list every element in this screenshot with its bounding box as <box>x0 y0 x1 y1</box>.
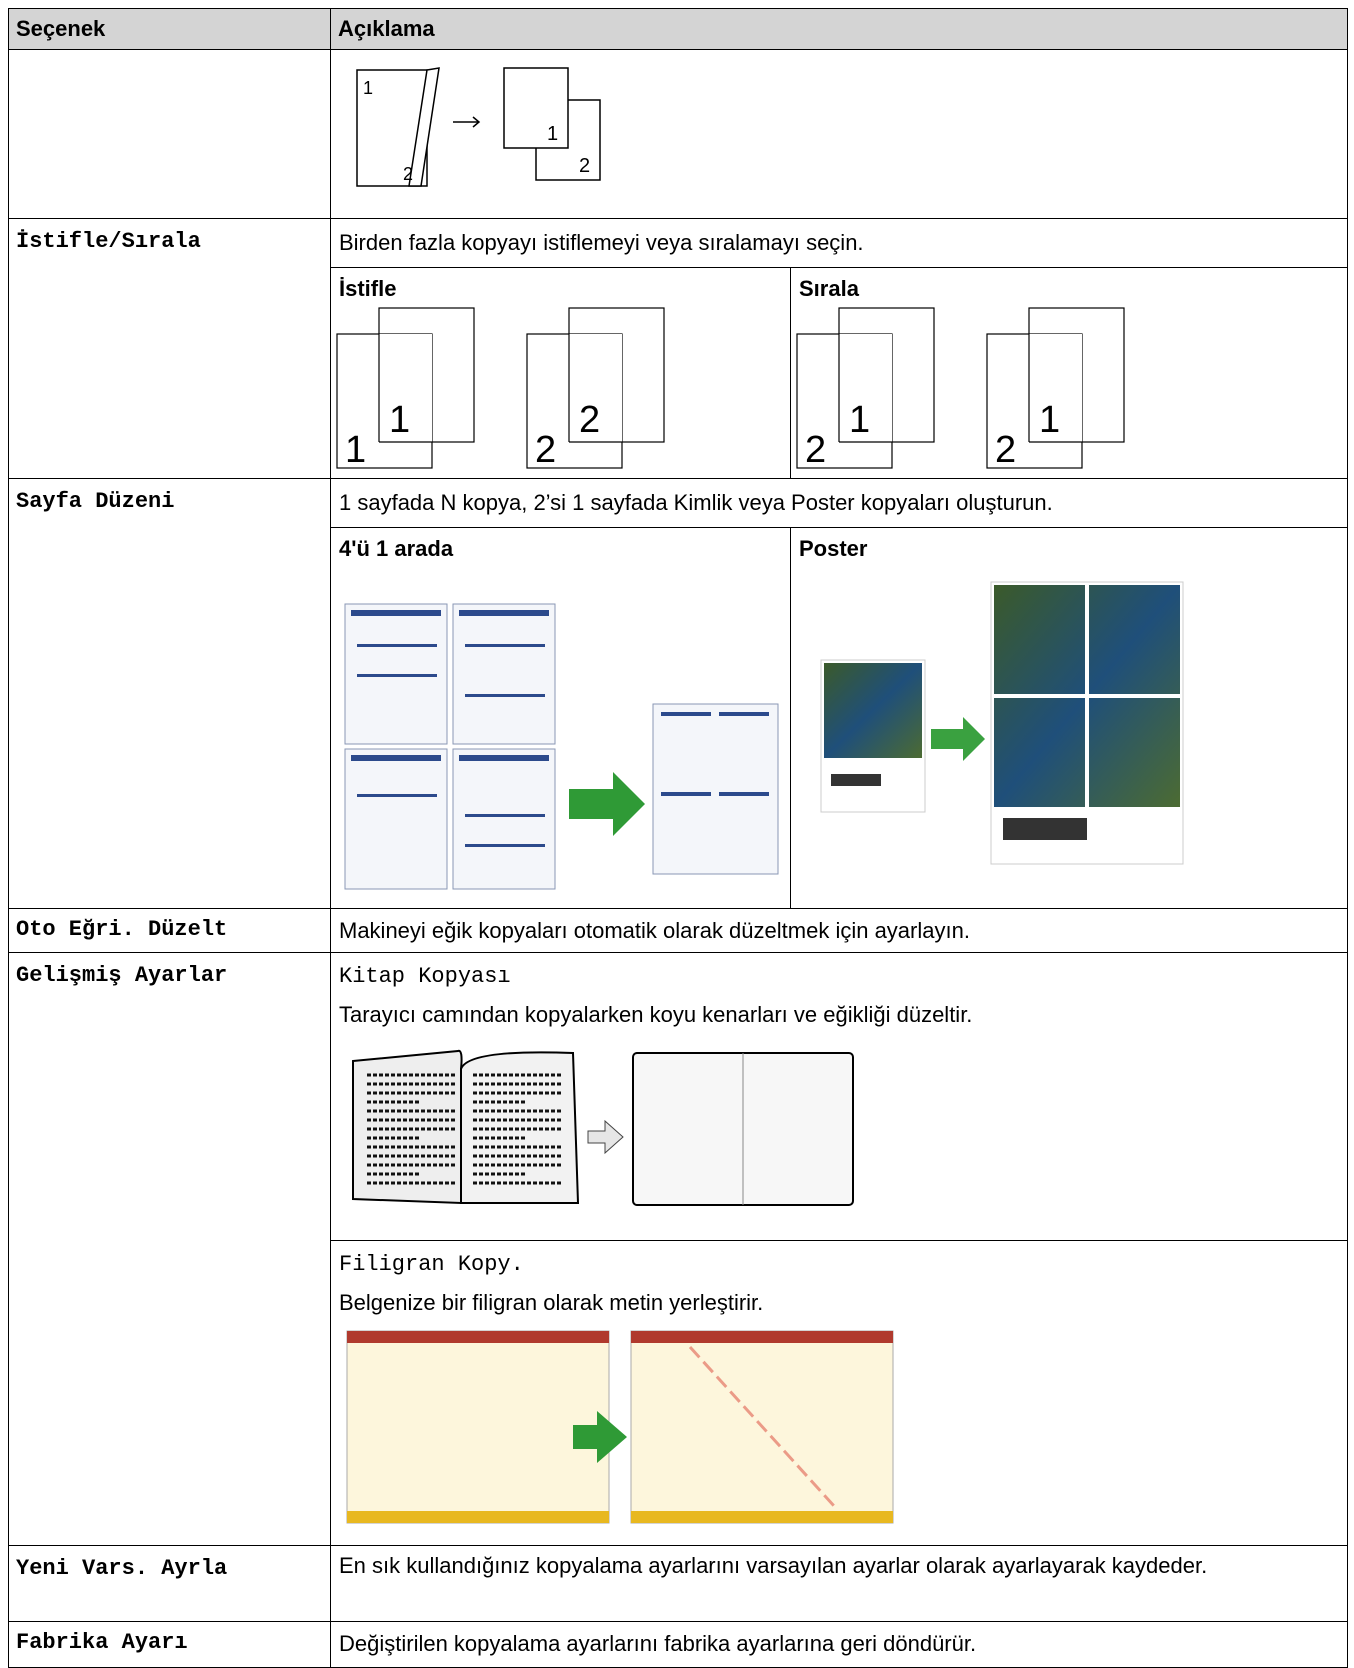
row: 1 2 1 2 <box>8 49 1348 219</box>
page-number: 1 <box>849 399 870 441</box>
page-number: 1 <box>389 399 410 441</box>
sub-table: 4'ü 1 arada Poster <box>331 527 1347 908</box>
row: Gelişmiş Ayarlar Kitap Kopyası Tarayıcı … <box>8 952 1348 1546</box>
description-cell: Makineyi eğik kopyaları otomatik olarak … <box>330 908 1348 953</box>
option-cell: Sayfa Düzeni <box>8 478 331 909</box>
page-number: 2 <box>579 399 600 441</box>
page <box>379 334 432 442</box>
header-cell: Seçenek <box>8 8 331 50</box>
option-cell: Gelişmiş Ayarlar <box>8 952 331 1546</box>
setting-description: Tarayıcı camından kopyalarken koyu kenar… <box>339 1002 973 1027</box>
page-number: 1 <box>547 123 558 145</box>
description: 1 sayfada N kopya, 2’si 1 sayfada Kimlik… <box>339 490 1053 515</box>
poster-figure <box>820 581 1184 865</box>
page <box>1029 334 1082 442</box>
setting-name: Filigran Kopy. <box>339 1252 524 1277</box>
sub-cell: Poster <box>790 528 1347 908</box>
page-number: 2 <box>579 155 590 177</box>
row: Oto Eğri. Düzelt Makineyi eğik kopyaları… <box>8 908 1348 953</box>
description: Birden fazla kopyayı istiflemeyi veya sı… <box>339 230 864 255</box>
duplex-figure: 1 2 1 2 <box>356 67 601 187</box>
page-number: 2 <box>995 429 1016 471</box>
page-number: 1 <box>345 429 366 471</box>
description-cell: Birden fazla kopyayı istiflemeyi veya sı… <box>330 218 1348 479</box>
setting-block: Kitap Kopyası Tarayıcı camından kopyalar… <box>331 953 1347 1240</box>
page <box>839 334 892 442</box>
sub-title: Sırala <box>799 276 859 301</box>
row: İstifle/Sırala Birden fazla kopyayı isti… <box>8 218 1348 479</box>
setting-block: Filigran Kopy. Belgenize bir filigran ol… <box>331 1240 1347 1533</box>
page <box>569 334 622 442</box>
description: Makineyi eğik kopyaları otomatik olarak … <box>339 918 970 943</box>
description: En sık kullandığınız kopyalama ayarların… <box>339 1553 1208 1578</box>
row: Sayfa Düzeni 1 sayfada N kopya, 2’si 1 s… <box>8 478 1348 909</box>
setting-name: Kitap Kopyası <box>339 964 511 989</box>
sub-cell: 4'ü 1 arada <box>331 528 790 908</box>
sub-title: İstifle <box>339 276 397 301</box>
description-cell: En sık kullandığınız kopyalama ayarların… <box>330 1545 1348 1622</box>
row: Fabrika Ayarı Değiştirilen kopyalama aya… <box>8 1621 1348 1668</box>
sub-title: 4'ü 1 arada <box>339 536 454 561</box>
page-number: 2 <box>805 429 826 471</box>
options-table: Seçenek Açıklama 1 2 1 2 İstifle/Sırala … <box>8 8 1348 1668</box>
description: Değiştirilen kopyalama ayarlarını fabrik… <box>339 1631 977 1656</box>
page-number: 1 <box>1039 399 1060 441</box>
page-number: 2 <box>535 429 556 471</box>
row: Yeni Vars. Ayrla En sık kullandığınız ko… <box>8 1545 1348 1622</box>
option-cell <box>8 49 331 219</box>
option-cell: Fabrika Ayarı <box>8 1621 331 1668</box>
page-number: 1 <box>363 78 373 98</box>
description-cell: Değiştirilen kopyalama ayarlarını fabrik… <box>330 1621 1348 1668</box>
n-in-1-figure <box>344 603 779 890</box>
description-cell: 1 2 1 2 <box>330 49 1348 219</box>
stack-figure: 11 22 <box>336 307 665 471</box>
description-cell: 1 sayfada N kopya, 2’si 1 sayfada Kimlik… <box>330 478 1348 909</box>
header-cell: Açıklama <box>330 8 1348 50</box>
sub-title: Poster <box>799 536 868 561</box>
option-cell: Oto Eğri. Düzelt <box>8 908 331 953</box>
setting-description: Belgenize bir filigran olarak metin yerl… <box>339 1290 764 1315</box>
option-cell: Yeni Vars. Ayrla <box>8 1545 331 1622</box>
watermark-figure <box>346 1330 894 1524</box>
description-cell: Kitap Kopyası Tarayıcı camından kopyalar… <box>330 952 1348 1546</box>
page-number: 2 <box>403 164 413 184</box>
header-row: Seçenek Açıklama <box>8 8 1348 50</box>
option-cell: İstifle/Sırala <box>8 218 331 479</box>
book-copy-figure <box>352 1049 854 1206</box>
